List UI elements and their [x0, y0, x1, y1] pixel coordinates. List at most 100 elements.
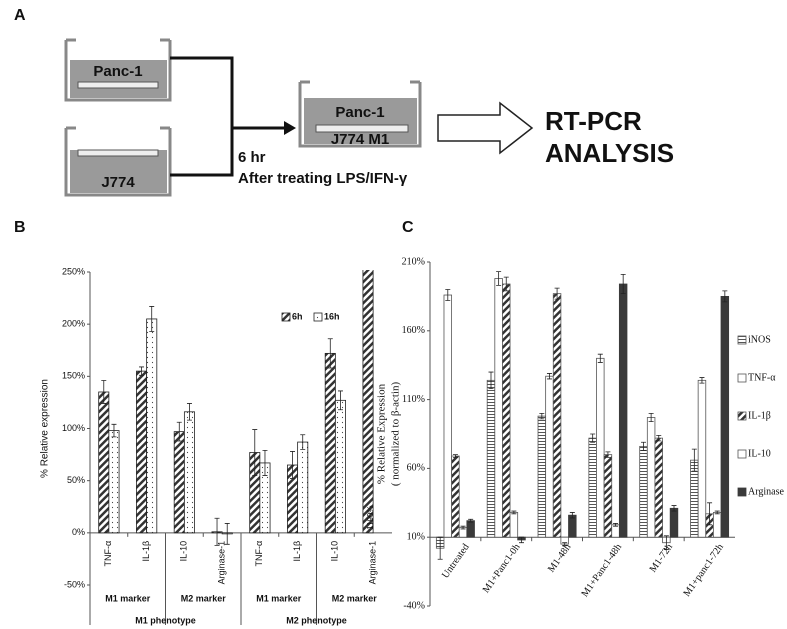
y-axis-label: ( normalized to β-actin)	[390, 382, 402, 487]
legend-label: 16h	[324, 311, 340, 321]
x-tick-label: IL-10	[179, 541, 189, 562]
y-tick-label: 210%	[402, 256, 425, 267]
plot-area	[435, 271, 730, 560]
bar	[486, 379, 496, 538]
x-tick-label: M1+panc1-72h	[681, 542, 725, 599]
error-bar	[605, 451, 611, 458]
cells	[77, 81, 159, 89]
error-bar	[707, 502, 713, 526]
error-bar	[691, 448, 697, 472]
error-bar	[539, 412, 545, 420]
legend-swatch	[737, 411, 747, 421]
x-tick-label: M1+Panc1-0h	[481, 542, 523, 595]
well-label: Panc-1	[93, 63, 142, 80]
legend-label: iNOS	[748, 334, 771, 345]
well-label: J774 M1	[331, 131, 389, 148]
supergroup-label: M2 phenotype	[286, 615, 347, 625]
error-bar	[224, 523, 230, 545]
error-bar	[648, 412, 654, 423]
x-tick-label: Untreated	[440, 542, 472, 581]
bar	[646, 417, 656, 538]
x-tick-label: Arginase-1	[217, 541, 227, 585]
bar	[588, 437, 597, 538]
bar	[639, 445, 648, 538]
legend-label: 6h	[292, 311, 303, 321]
bar	[466, 520, 475, 538]
y-tick-label: 50%	[67, 475, 85, 485]
error-bar	[290, 451, 296, 479]
bar	[690, 459, 699, 538]
error-bar	[620, 273, 626, 295]
error-bar	[714, 510, 720, 515]
error-bar	[262, 450, 268, 476]
x-tick-label: M1+Panc1-48h	[580, 542, 625, 599]
legend-swatch	[737, 449, 747, 459]
panel-label: C	[402, 219, 414, 236]
y-tick-label: 110%	[402, 394, 425, 405]
well-label: Panc-1	[335, 104, 384, 121]
bar	[697, 379, 707, 538]
error-bar	[214, 517, 220, 546]
error-bar	[445, 289, 451, 301]
legend-swatch	[737, 487, 747, 497]
legend-swatch	[313, 312, 323, 322]
legend-label: Arginase	[748, 486, 784, 497]
bar	[669, 507, 679, 538]
well	[64, 38, 422, 197]
error-bar	[511, 510, 517, 515]
legend-swatch	[737, 373, 747, 383]
cells	[315, 124, 409, 133]
connector	[170, 56, 290, 177]
error-bar	[597, 353, 603, 363]
bar	[502, 283, 511, 538]
result-arrow	[437, 101, 534, 155]
error-bar	[590, 433, 596, 443]
x-tick-label: TNF-α	[103, 541, 113, 567]
x-tick-label: M1-48h	[546, 542, 573, 575]
time-label: 6 hr	[238, 149, 266, 166]
well-fill	[70, 60, 167, 98]
bar	[98, 391, 110, 534]
error-bar	[176, 421, 182, 442]
bar	[537, 415, 547, 538]
well-label: J774	[101, 174, 135, 191]
y-tick-label: 160%	[402, 325, 425, 336]
error-bar	[722, 290, 728, 303]
error-bar	[562, 542, 568, 546]
error-bar	[437, 536, 443, 560]
error-bar	[452, 454, 458, 458]
error-bar	[111, 423, 117, 438]
error-bar	[663, 535, 669, 550]
error-bar	[139, 366, 145, 376]
result-label: RT-PCR	[545, 106, 642, 136]
bar	[720, 295, 730, 538]
bar	[183, 411, 195, 534]
error-bar	[554, 287, 560, 300]
error-bar	[613, 523, 619, 527]
error-bar	[460, 525, 466, 530]
panel-label: B	[14, 219, 26, 236]
well-fill	[304, 98, 417, 144]
bar	[108, 430, 120, 534]
bar	[173, 431, 185, 534]
supergroup-label: M1 phenotype	[135, 615, 196, 625]
group-label: M1 marker	[105, 593, 151, 603]
bar	[603, 454, 613, 538]
bar	[324, 352, 336, 534]
panel-label: A	[14, 7, 26, 24]
error-bar	[327, 338, 333, 369]
error-bar	[503, 276, 509, 292]
error-bar	[468, 518, 474, 523]
y-axis-label: % Relative Expression	[376, 383, 388, 484]
error-bar	[186, 403, 192, 421]
y-tick-label: 100%	[62, 423, 85, 433]
legend-label: IL-1β	[748, 410, 771, 421]
value-label: 1190%	[366, 506, 375, 530]
error-bar	[656, 434, 662, 442]
x-tick-label: IL-10	[330, 541, 340, 562]
error-bar	[569, 512, 575, 519]
x-tick-label: IL-1β	[292, 541, 302, 562]
plot-area	[98, 270, 374, 546]
arrow-head	[284, 121, 296, 135]
